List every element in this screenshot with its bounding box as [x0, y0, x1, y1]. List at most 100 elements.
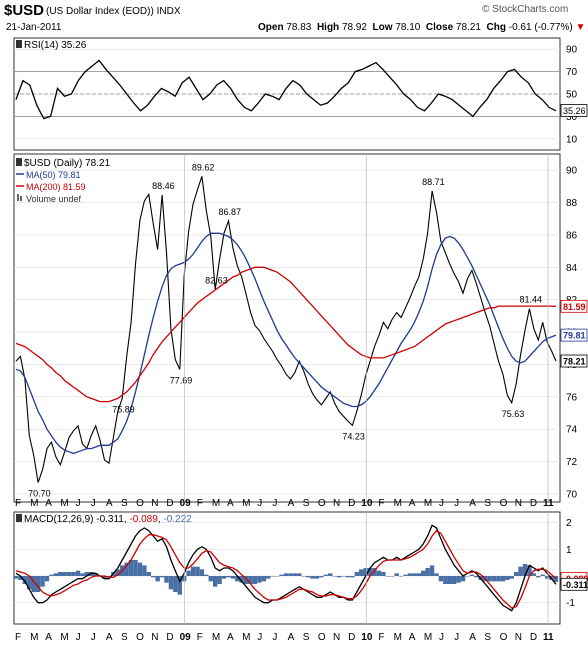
macd-histogram-bar	[168, 576, 174, 590]
macd-histogram-bar	[292, 573, 298, 576]
x-tick-label: A	[106, 498, 113, 509]
price-plot-area	[13, 153, 561, 503]
macd-histogram-bar	[447, 576, 452, 584]
price-legend: $USD (Daily) 78.21 MA(50) 79.81 MA(200) …	[16, 158, 111, 204]
x-tick-label: A	[469, 498, 476, 509]
x-tick-label: 11	[543, 498, 554, 509]
macd-ytick: -1	[566, 598, 575, 609]
macd-histogram-bar	[429, 565, 435, 576]
macd-histogram-bar	[235, 576, 240, 582]
price-annotation: 81.44	[519, 295, 542, 305]
macd-histogram-bar	[434, 573, 439, 576]
macd-histogram-bar	[124, 562, 129, 576]
macd-histogram-bar	[443, 576, 448, 584]
x-tick-label: M	[242, 632, 250, 643]
macd-histogram-bar	[398, 576, 404, 577]
series-line-usd	[15, 176, 557, 483]
x-tick-label: O	[500, 498, 508, 509]
macd-histogram-bar	[425, 568, 430, 576]
x-tick-label: F	[15, 498, 21, 509]
macd-histogram-bar	[403, 574, 408, 576]
macd-histogram-bar	[53, 573, 59, 576]
price-annotation: 74.23	[342, 431, 365, 441]
price-value-tag-label: 78.21	[563, 357, 586, 367]
macd-histogram-bar	[279, 574, 284, 576]
x-tick-label: J	[439, 498, 444, 509]
x-tick-label: A	[45, 632, 52, 643]
price-value-tag-label: 79.81	[563, 331, 586, 341]
macd-histogram-bar	[332, 576, 337, 577]
macd-histogram-bar	[460, 576, 466, 582]
macd-histogram-bar	[22, 576, 28, 584]
macd-histogram-bar	[350, 576, 355, 578]
macd-histogram-bar	[323, 574, 329, 576]
rsi-title: RSI(14) 35.26	[24, 40, 87, 51]
series-line-macd	[15, 524, 557, 612]
macd-histogram-bar	[487, 576, 492, 582]
macd-histogram-bar	[177, 576, 182, 595]
x-tick-label: M	[30, 632, 38, 643]
rsi-ytick: 90	[566, 45, 578, 56]
macd-histogram-bar	[544, 576, 550, 579]
x-tick-label: A	[288, 498, 295, 509]
macd-histogram-bar	[115, 569, 120, 576]
price-annotation: 88.71	[422, 177, 445, 187]
rsi-ytick: 70	[566, 67, 578, 78]
macd-histogram-bar	[390, 576, 395, 577]
macd-histogram-bar	[164, 576, 169, 583]
x-tick-label: M	[212, 632, 220, 643]
macd-histogram-bar	[239, 576, 244, 583]
macd-histogram-bar	[93, 573, 98, 576]
macd-histogram-bar	[146, 572, 151, 576]
macd-histogram-bar	[452, 576, 457, 584]
macd-histogram-bar	[394, 573, 399, 576]
price-annotation: 77.69	[170, 375, 193, 385]
macd-histogram-bar	[407, 573, 413, 576]
macd-histogram-bar	[288, 573, 293, 576]
macd-histogram-bar	[536, 576, 541, 578]
macd-plot-area	[13, 511, 561, 625]
price-annotation: 75.63	[502, 409, 525, 419]
macd-histogram-bar	[518, 566, 523, 576]
macd-histogram-bar	[283, 573, 289, 576]
macd-histogram-bar	[257, 576, 262, 583]
macd-histogram-bar	[274, 576, 280, 577]
x-tick-label: A	[409, 498, 416, 509]
x-tick-label: M	[30, 498, 38, 509]
legend-ma200: MA(200) 81.59	[26, 182, 86, 192]
series-line-ma200	[15, 266, 557, 403]
macd-histogram-bar	[527, 565, 532, 576]
macd-panel: 210-1-0.089-0.311 MACD(12,26,9) -0.311, …	[13, 511, 588, 625]
macd-histogram-bar	[376, 570, 382, 576]
macd-histogram-bar	[226, 576, 231, 578]
x-tick-label: F	[378, 498, 384, 509]
x-tick-label: D	[348, 498, 355, 509]
x-tick-label: J	[257, 498, 262, 509]
macd-histogram-bar	[190, 566, 196, 576]
price-panel: 70.70 75.89 88.46 77.69 89.62 86.87 82.63 74.23…	[13, 153, 588, 503]
macd-histogram-bar	[186, 570, 191, 576]
macd-histogram-bar	[252, 576, 258, 584]
price-ytick: 76	[566, 392, 578, 403]
x-tick-label: 09	[180, 498, 192, 509]
x-tick-label: A	[409, 632, 416, 643]
macd-histogram-bar	[456, 576, 461, 583]
x-tick-label: A	[288, 632, 295, 643]
macd-histogram-bar	[199, 569, 205, 576]
macd-histogram-bar	[248, 576, 253, 584]
x-tick-label: 10	[361, 632, 373, 643]
x-tick-label: S	[121, 632, 128, 643]
macd-histogram-bar	[204, 574, 209, 576]
macd-value-tag	[560, 577, 588, 591]
x-tick-label: O	[318, 498, 326, 509]
macd-histogram-bar	[35, 576, 41, 592]
macd-histogram-bar	[412, 573, 417, 576]
stockcharts-logo: © StockCharts.com	[482, 4, 569, 15]
legend-usd: $USD (Daily) 78.21	[24, 158, 111, 169]
x-tick-label: J	[272, 498, 277, 509]
price-annotation: 82.63	[205, 275, 228, 285]
macd-histogram-bar	[243, 576, 249, 584]
macd-histogram-bar	[367, 568, 373, 576]
macd-histogram-bar	[128, 560, 134, 576]
macd-histogram-bar	[71, 572, 76, 576]
